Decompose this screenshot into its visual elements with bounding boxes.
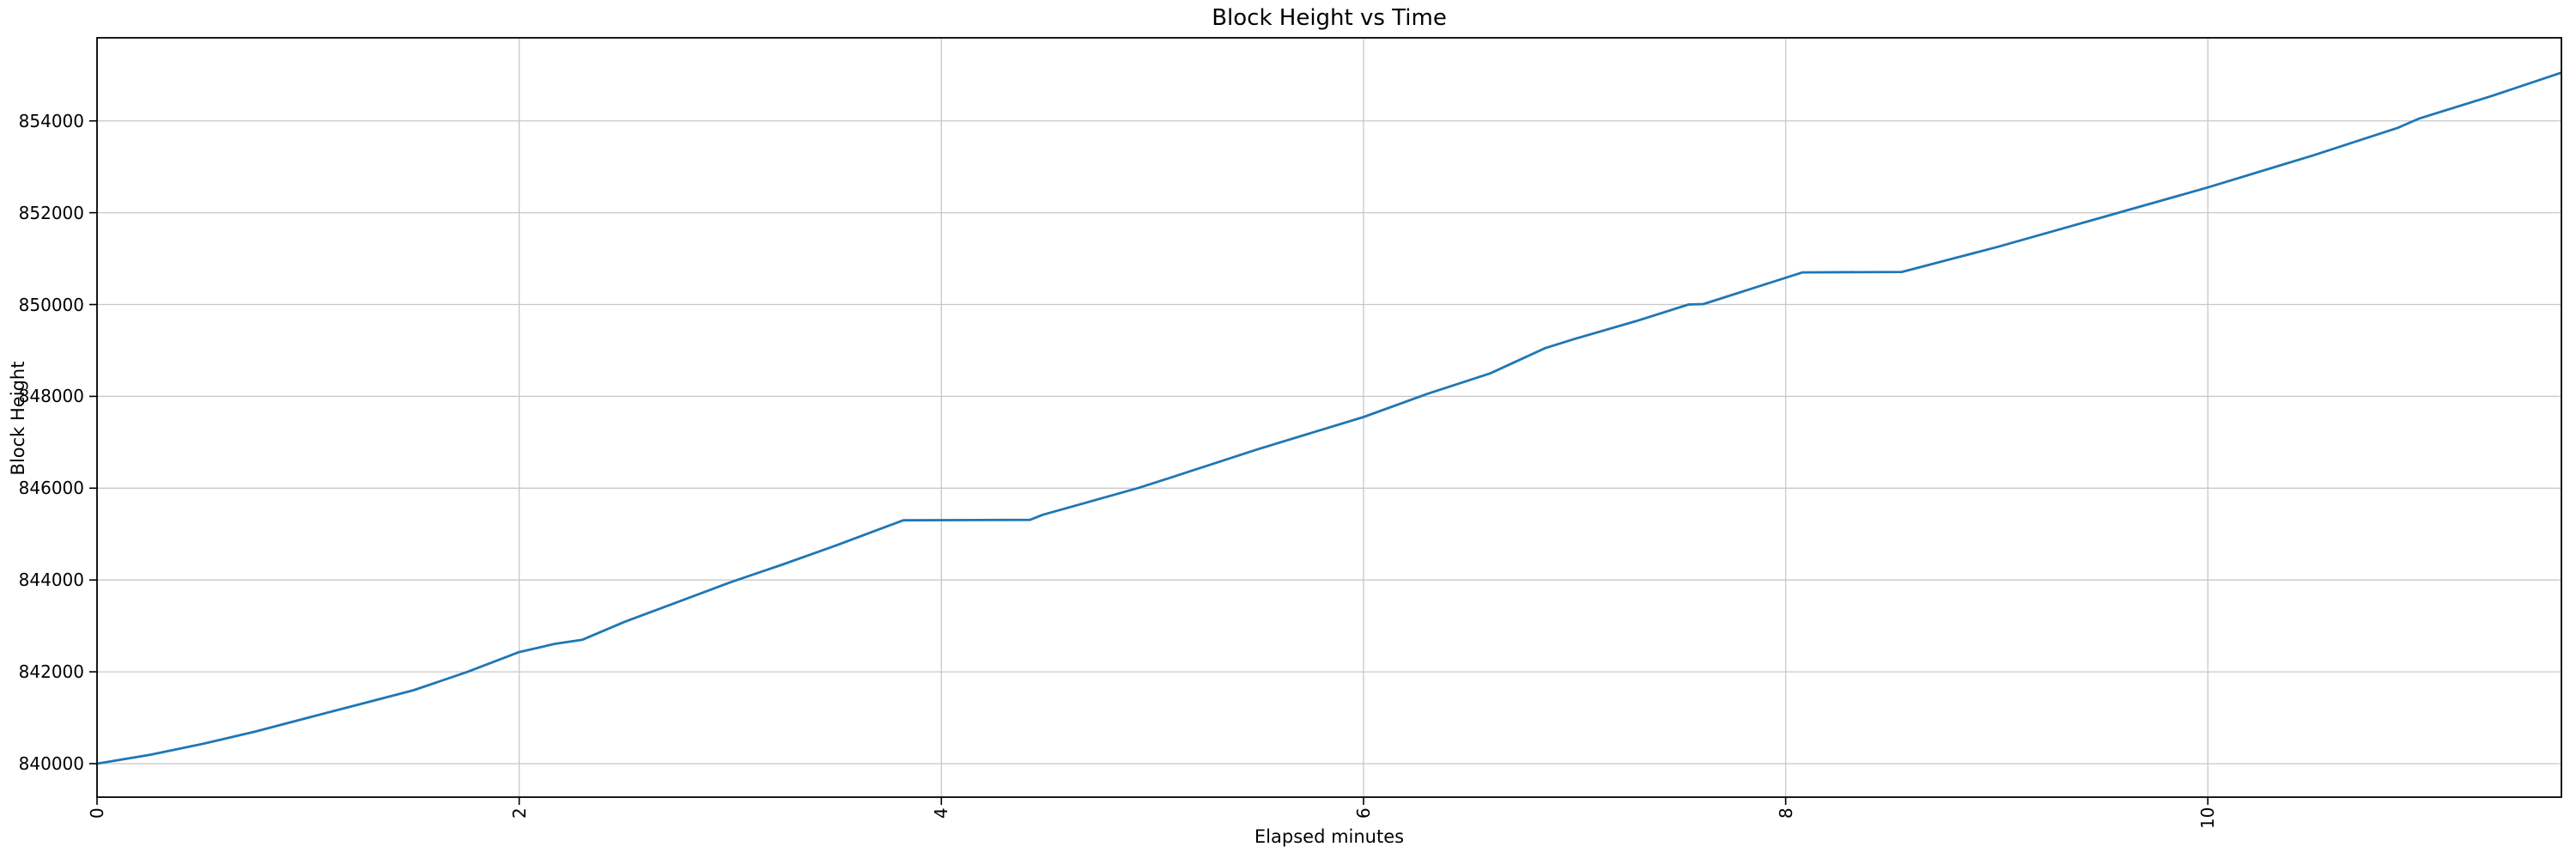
plot-border (96, 37, 2562, 798)
y-tick-label: 850000 (18, 294, 84, 315)
x-axis-label: Elapsed minutes (1254, 826, 1405, 847)
x-tick-label: 8 (1775, 807, 1796, 819)
y-tick-label: 854000 (18, 110, 84, 131)
chart-title: Block Height vs Time (1212, 5, 1447, 31)
x-tick-label: 10 (2197, 807, 2219, 829)
x-tick-label: 6 (1352, 807, 1374, 819)
y-tick-label: 844000 (18, 570, 84, 591)
y-tick-label: 840000 (18, 752, 84, 774)
x-tick-label: 0 (87, 807, 107, 819)
y-tick-label: 848000 (18, 386, 84, 407)
y-axis-label: Block Height (8, 361, 28, 476)
x-tick-label: 2 (508, 807, 530, 819)
block-height-line (96, 71, 2562, 765)
x-tick-label: 4 (931, 807, 952, 819)
y-tick-label: 852000 (18, 202, 84, 223)
y-tick-label: 846000 (18, 478, 84, 499)
y-tick-label: 842000 (18, 661, 84, 683)
